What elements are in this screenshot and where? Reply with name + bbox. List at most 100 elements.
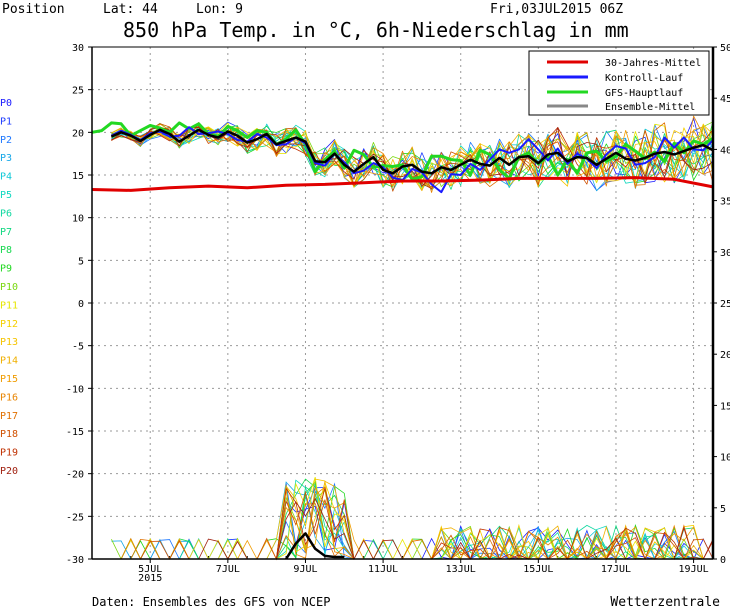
member-precip-line [111, 480, 713, 561]
y-tick-label: 20 [72, 128, 84, 139]
footer-brand: Wetterzentrale [610, 595, 720, 609]
y-tick-label: -20 [66, 470, 84, 481]
run-date: Fri,03JUL2015 06Z [490, 2, 623, 17]
x-tick-label: 17JUL [601, 564, 631, 575]
y2-tick-label: 25 [720, 299, 730, 310]
member-label: P13 [0, 337, 18, 348]
member-label: P10 [0, 282, 18, 293]
y2-tick-label: 10 [720, 453, 730, 464]
y-tick-label: 25 [72, 86, 84, 97]
y-tick-label: -25 [66, 512, 84, 523]
x-tick-label: 9JUL [293, 564, 317, 575]
member-precip-line [111, 486, 713, 560]
member-label: P5 [0, 190, 12, 201]
member-label: P16 [0, 392, 18, 403]
member-label: P18 [0, 429, 18, 440]
left-axis-ticks: 30 25 20 15 10 5 0 -5 -10 -15 -20 -25 -30 [66, 43, 92, 566]
legend-label-ensemble-mittel: Ensemble-Mittel [605, 102, 695, 113]
gridlines [92, 47, 713, 559]
plot-frame [91, 46, 714, 560]
y2-tick-label: 40 [720, 145, 730, 156]
ensemble-member-precip-lines [111, 476, 714, 561]
member-precip-line [111, 478, 713, 561]
member-precip-line [111, 486, 713, 560]
member-precip-line [111, 483, 714, 560]
member-label: P6 [0, 208, 12, 219]
member-label: P3 [0, 153, 12, 164]
ensemble-member-list: P0 P1 P2 P3 P4 P5 P6 P7 P8 P9 P10 P11 P12 P13 P14 P15 P1… [0, 98, 18, 477]
y2-tick-label: 50 [720, 43, 730, 54]
member-precip-line [111, 482, 713, 560]
member-temp-line [111, 123, 714, 187]
year-label: 2015 [138, 573, 162, 584]
member-label: P19 [0, 448, 18, 459]
series-ensemble-mittel [110, 128, 714, 175]
member-precip-line [111, 481, 713, 561]
y-tick-label: 0 [78, 299, 84, 310]
y-tick-label: -30 [66, 555, 84, 566]
y2-tick-label: 30 [720, 248, 730, 259]
y-tick-label: 5 [78, 256, 84, 267]
member-precip-line [111, 503, 713, 561]
x-tick-label: 7JUL [216, 564, 240, 575]
member-precip-line [111, 486, 713, 561]
member-precip-line [111, 480, 713, 560]
member-precip-line [111, 478, 713, 560]
y2-tick-label: 5 [720, 504, 726, 515]
x-tick-label: 5JUL [138, 564, 162, 575]
member-label: P11 [0, 300, 18, 311]
y-tick-label: -5 [72, 342, 84, 353]
footer-source: Daten: Ensembles des GFS von NCEP [92, 595, 330, 609]
y-tick-label: 15 [72, 171, 84, 182]
member-precip-line [111, 486, 713, 561]
legend-label-kontroll-lauf: Kontroll-Lauf [605, 73, 683, 84]
member-label: P14 [0, 356, 18, 367]
chart-title: 850 hPa Temp. in °C, 6h-Niederschlag in … [123, 18, 629, 42]
member-precip-line [111, 481, 713, 561]
y-tick-label: 30 [72, 43, 84, 54]
y2-tick-label: 35 [720, 197, 730, 208]
member-precip-line [111, 482, 713, 561]
axis-lines [91, 47, 715, 560]
member-precip-line [111, 497, 714, 560]
series-ensemble-mittel-precip [285, 532, 345, 560]
lon-label: Lon: 9 [196, 2, 243, 17]
y-tick-label: -10 [66, 384, 84, 395]
member-label: P20 [0, 466, 18, 477]
y2-tick-label: 45 [720, 94, 730, 105]
member-label: P12 [0, 319, 18, 330]
y-tick-label: 10 [72, 214, 84, 225]
member-precip-line [111, 481, 713, 561]
y-tick-label: -15 [66, 427, 84, 438]
legend-label-30-jahres-mittel: 30-Jahres-Mittel [605, 58, 701, 69]
y2-tick-label: 20 [720, 350, 730, 361]
member-precip-line [111, 476, 713, 560]
x-axis-ticks: 5JUL 7JUL 9JUL 11JUL 13JUL 15JUL 17JUL 19JUL [130, 556, 709, 575]
x-tick-label: 11JUL [368, 564, 398, 575]
member-label: P7 [0, 227, 12, 238]
series-kontroll-lauf [110, 126, 714, 194]
member-precip-line [111, 491, 714, 561]
series-gfs-hauptlauf [91, 121, 714, 181]
x-tick-label: 15JUL [523, 564, 553, 575]
position-label: Position [2, 2, 65, 17]
member-label: P1 [0, 116, 12, 127]
member-label: P0 [0, 98, 12, 109]
y2-tick-label: 0 [720, 555, 726, 566]
series-30-jahres-mittel [91, 176, 714, 192]
member-label: P2 [0, 135, 12, 146]
x-tick-label: 19JUL [679, 564, 709, 575]
member-label: P9 [0, 264, 12, 275]
member-label: P8 [0, 245, 12, 256]
x-tick-label: 13JUL [446, 564, 476, 575]
lat-label: Lat: 44 [103, 2, 158, 17]
member-precip-line [111, 489, 713, 561]
main-series [91, 121, 714, 560]
y2-tick-label: 15 [720, 401, 730, 412]
member-temp-line [111, 124, 714, 188]
member-precip-line [111, 487, 714, 560]
legend-label-gfs-hauptlauf: GFS-Hauptlauf [605, 88, 683, 99]
member-label: P4 [0, 172, 12, 183]
